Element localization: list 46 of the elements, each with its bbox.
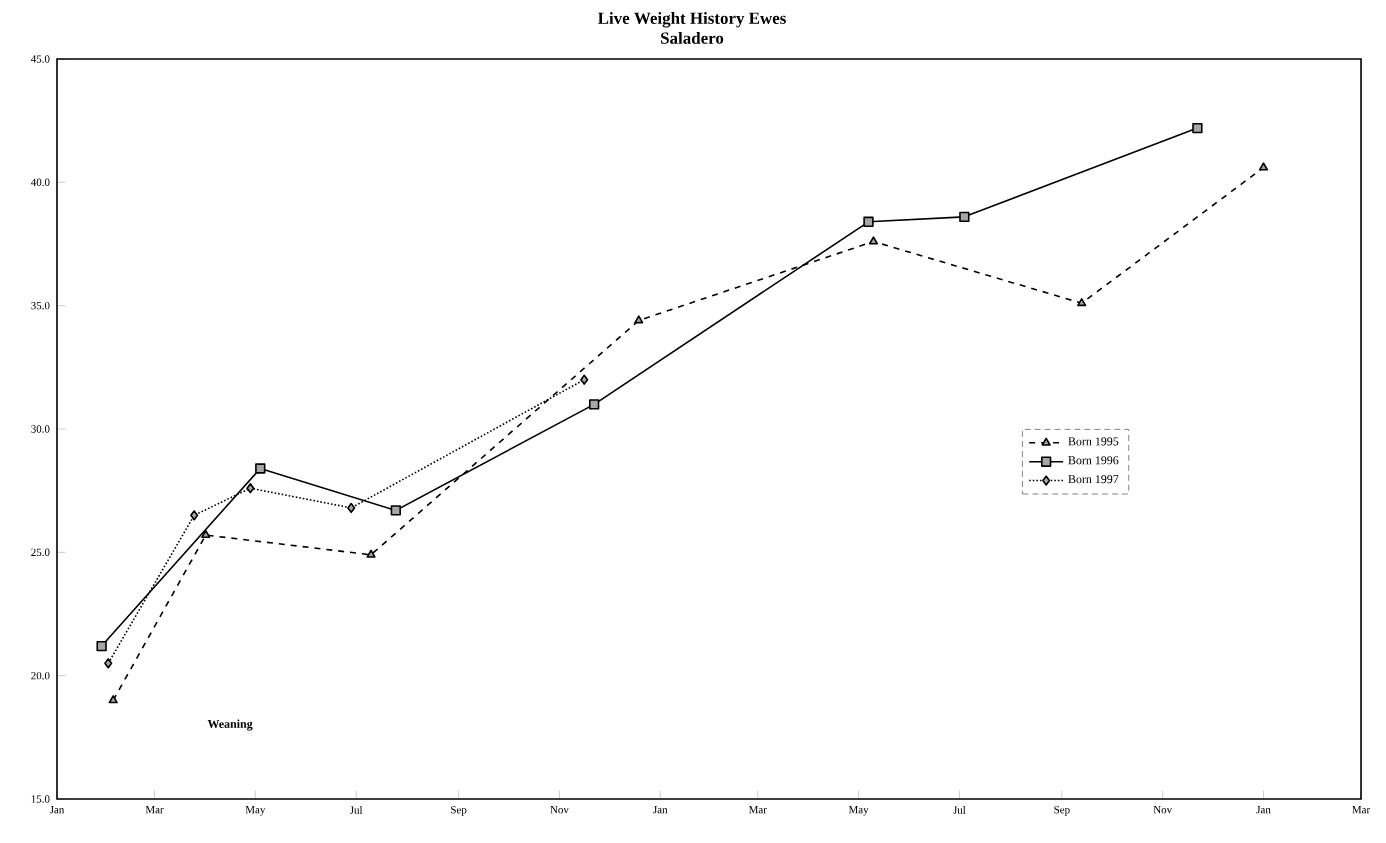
chart-subtitle: Saladero: [661, 31, 724, 44]
point: [1192, 122, 1203, 134]
x-tick-label: Jan: [49, 806, 65, 814]
y-tick-label: 15.0: [31, 795, 50, 803]
y-tick-label: 30.0: [31, 425, 50, 433]
y-tick-label: 25.0: [31, 548, 50, 557]
legend-label: Born 1995: [1068, 437, 1119, 446]
point: [1077, 298, 1087, 307]
point: [104, 658, 113, 669]
x-tick-label: Nov: [1153, 806, 1173, 814]
annotation: Weaning: [207, 719, 253, 731]
point: [108, 695, 118, 704]
x-tick-label: Nov: [550, 806, 569, 814]
y-tick-label: 45.0: [31, 55, 50, 63]
x-tick-label: May: [848, 806, 869, 816]
x-tick-label: Jul: [349, 806, 363, 814]
point: [246, 483, 255, 494]
point: [366, 549, 376, 558]
point: [347, 502, 356, 514]
point: [863, 216, 874, 227]
point: [96, 640, 107, 652]
point: [190, 510, 199, 521]
x-tick-label: Jan: [1256, 806, 1271, 814]
y-tick-label: 35.0: [31, 301, 50, 310]
point: [580, 374, 589, 385]
legend-label: Born 1997: [1068, 475, 1119, 484]
point: [201, 529, 211, 539]
point: [390, 505, 401, 516]
point: [959, 211, 970, 223]
point: [868, 236, 879, 245]
x-tick-label: Mar: [145, 806, 164, 814]
x-tick-label: Jan: [653, 806, 668, 814]
chart-title: Live Weight History Ewes: [597, 12, 786, 28]
y-tick-label: 20.0: [31, 671, 50, 680]
x-tick-label: Sep: [1054, 806, 1070, 816]
point: [588, 399, 600, 410]
y-tick-label: 40.0: [31, 178, 50, 187]
point: [255, 463, 266, 474]
x-tick-label: Jul: [953, 806, 966, 814]
legend-label: Born 1996: [1068, 456, 1119, 465]
x-tick-label: Mar: [748, 806, 767, 814]
point: [1258, 162, 1269, 171]
x-tick-label: Mar: [1352, 806, 1371, 814]
point: [634, 315, 644, 324]
x-tick-label: Sep: [451, 806, 467, 816]
x-tick-label: May: [245, 806, 266, 816]
